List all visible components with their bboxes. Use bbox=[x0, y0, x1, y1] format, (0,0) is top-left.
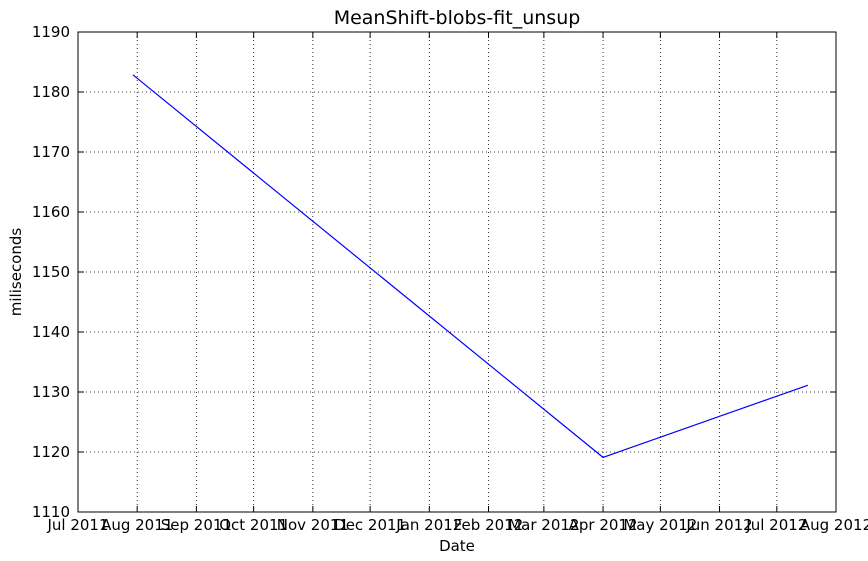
series-layer bbox=[132, 74, 808, 459]
x-tick-label: Apr 2012 bbox=[569, 516, 638, 534]
x-tick-label: Sep 2011 bbox=[161, 516, 232, 534]
x-tick-label: Aug 2012 bbox=[800, 516, 868, 534]
x-tick-label: May 2012 bbox=[623, 516, 697, 534]
y-tick-label: 1150 bbox=[32, 263, 70, 281]
y-tick-label: 1190 bbox=[32, 23, 70, 41]
y-axis-title: miliseconds bbox=[7, 228, 25, 317]
y-tick-label: 1120 bbox=[32, 443, 70, 461]
x-tick-label: Feb 2012 bbox=[454, 516, 524, 534]
data-point bbox=[132, 74, 134, 76]
chart-title: MeanShift-blobs-fit_unsup bbox=[334, 7, 581, 29]
y-tick-label: 1140 bbox=[32, 323, 70, 341]
y-tick-label: 1130 bbox=[32, 383, 70, 401]
y-tick-label: 1170 bbox=[32, 143, 70, 161]
y-tick-label: 1110 bbox=[32, 503, 70, 521]
data-point bbox=[602, 456, 604, 458]
x-tick-label: Oct 2011 bbox=[219, 516, 288, 534]
y-tick-label: 1160 bbox=[32, 203, 70, 221]
grid bbox=[78, 32, 836, 512]
x-tick-label: Jan 2012 bbox=[395, 516, 462, 534]
x-axis-title: Date bbox=[439, 537, 475, 555]
x-tick-label: Nov 2011 bbox=[277, 516, 349, 534]
data-point bbox=[806, 384, 808, 386]
x-tick-label: Jul 2011 bbox=[46, 516, 108, 534]
x-tick-label: Jun 2012 bbox=[685, 516, 752, 534]
x-tick-label: Jul 2012 bbox=[745, 516, 807, 534]
x-tick-label: Dec 2011 bbox=[334, 516, 406, 534]
x-tick-label: Mar 2012 bbox=[508, 516, 579, 534]
x-tick-label: Aug 2011 bbox=[101, 516, 173, 534]
y-tick-label: 1180 bbox=[32, 83, 70, 101]
